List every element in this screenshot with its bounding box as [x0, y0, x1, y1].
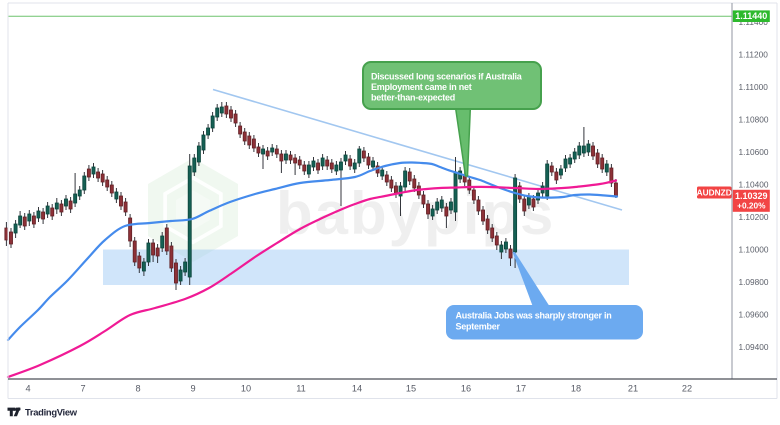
svg-text:1.10400: 1.10400	[739, 179, 769, 189]
svg-text:15: 15	[406, 384, 416, 394]
svg-text:Employment came in net: Employment came in net	[371, 82, 472, 92]
svg-text:1.10800: 1.10800	[739, 114, 769, 124]
svg-text:17: 17	[516, 384, 526, 394]
svg-text:21: 21	[628, 384, 638, 394]
svg-text:8: 8	[135, 384, 140, 394]
svg-text:1.09600: 1.09600	[739, 309, 769, 319]
svg-text:22: 22	[682, 384, 692, 394]
svg-text:7: 7	[80, 384, 85, 394]
svg-text:1.09400: 1.09400	[739, 342, 769, 352]
svg-text:1.11200: 1.11200	[739, 49, 769, 59]
svg-text:Australia Jobs was sharply str: Australia Jobs was sharply stronger in	[456, 311, 612, 321]
svg-text:1.11440: 1.11440	[735, 11, 767, 21]
svg-text:1.10600: 1.10600	[739, 147, 769, 157]
svg-text:1.10200: 1.10200	[739, 212, 769, 222]
svg-text:9: 9	[190, 384, 195, 394]
svg-text:10: 10	[241, 384, 251, 394]
svg-text:AUDNZD: AUDNZD	[697, 187, 732, 197]
svg-text:September: September	[456, 322, 501, 332]
svg-text:11: 11	[296, 384, 306, 394]
svg-text:1.11000: 1.11000	[739, 82, 769, 92]
svg-text:18: 18	[571, 384, 581, 394]
svg-text:1.09800: 1.09800	[739, 277, 769, 287]
svg-text:better-than-expected: better-than-expected	[371, 93, 455, 103]
svg-text:1.10000: 1.10000	[739, 244, 769, 254]
svg-text:14: 14	[352, 384, 362, 394]
svg-text:1.10329: 1.10329	[735, 191, 768, 201]
svg-text:16: 16	[461, 384, 471, 394]
svg-text:+0.20%: +0.20%	[737, 201, 766, 211]
svg-text:4: 4	[25, 384, 30, 394]
svg-text:TradingView: TradingView	[25, 406, 78, 417]
svg-text:Discussed long scenarios if Au: Discussed long scenarios if Australia	[371, 72, 523, 82]
